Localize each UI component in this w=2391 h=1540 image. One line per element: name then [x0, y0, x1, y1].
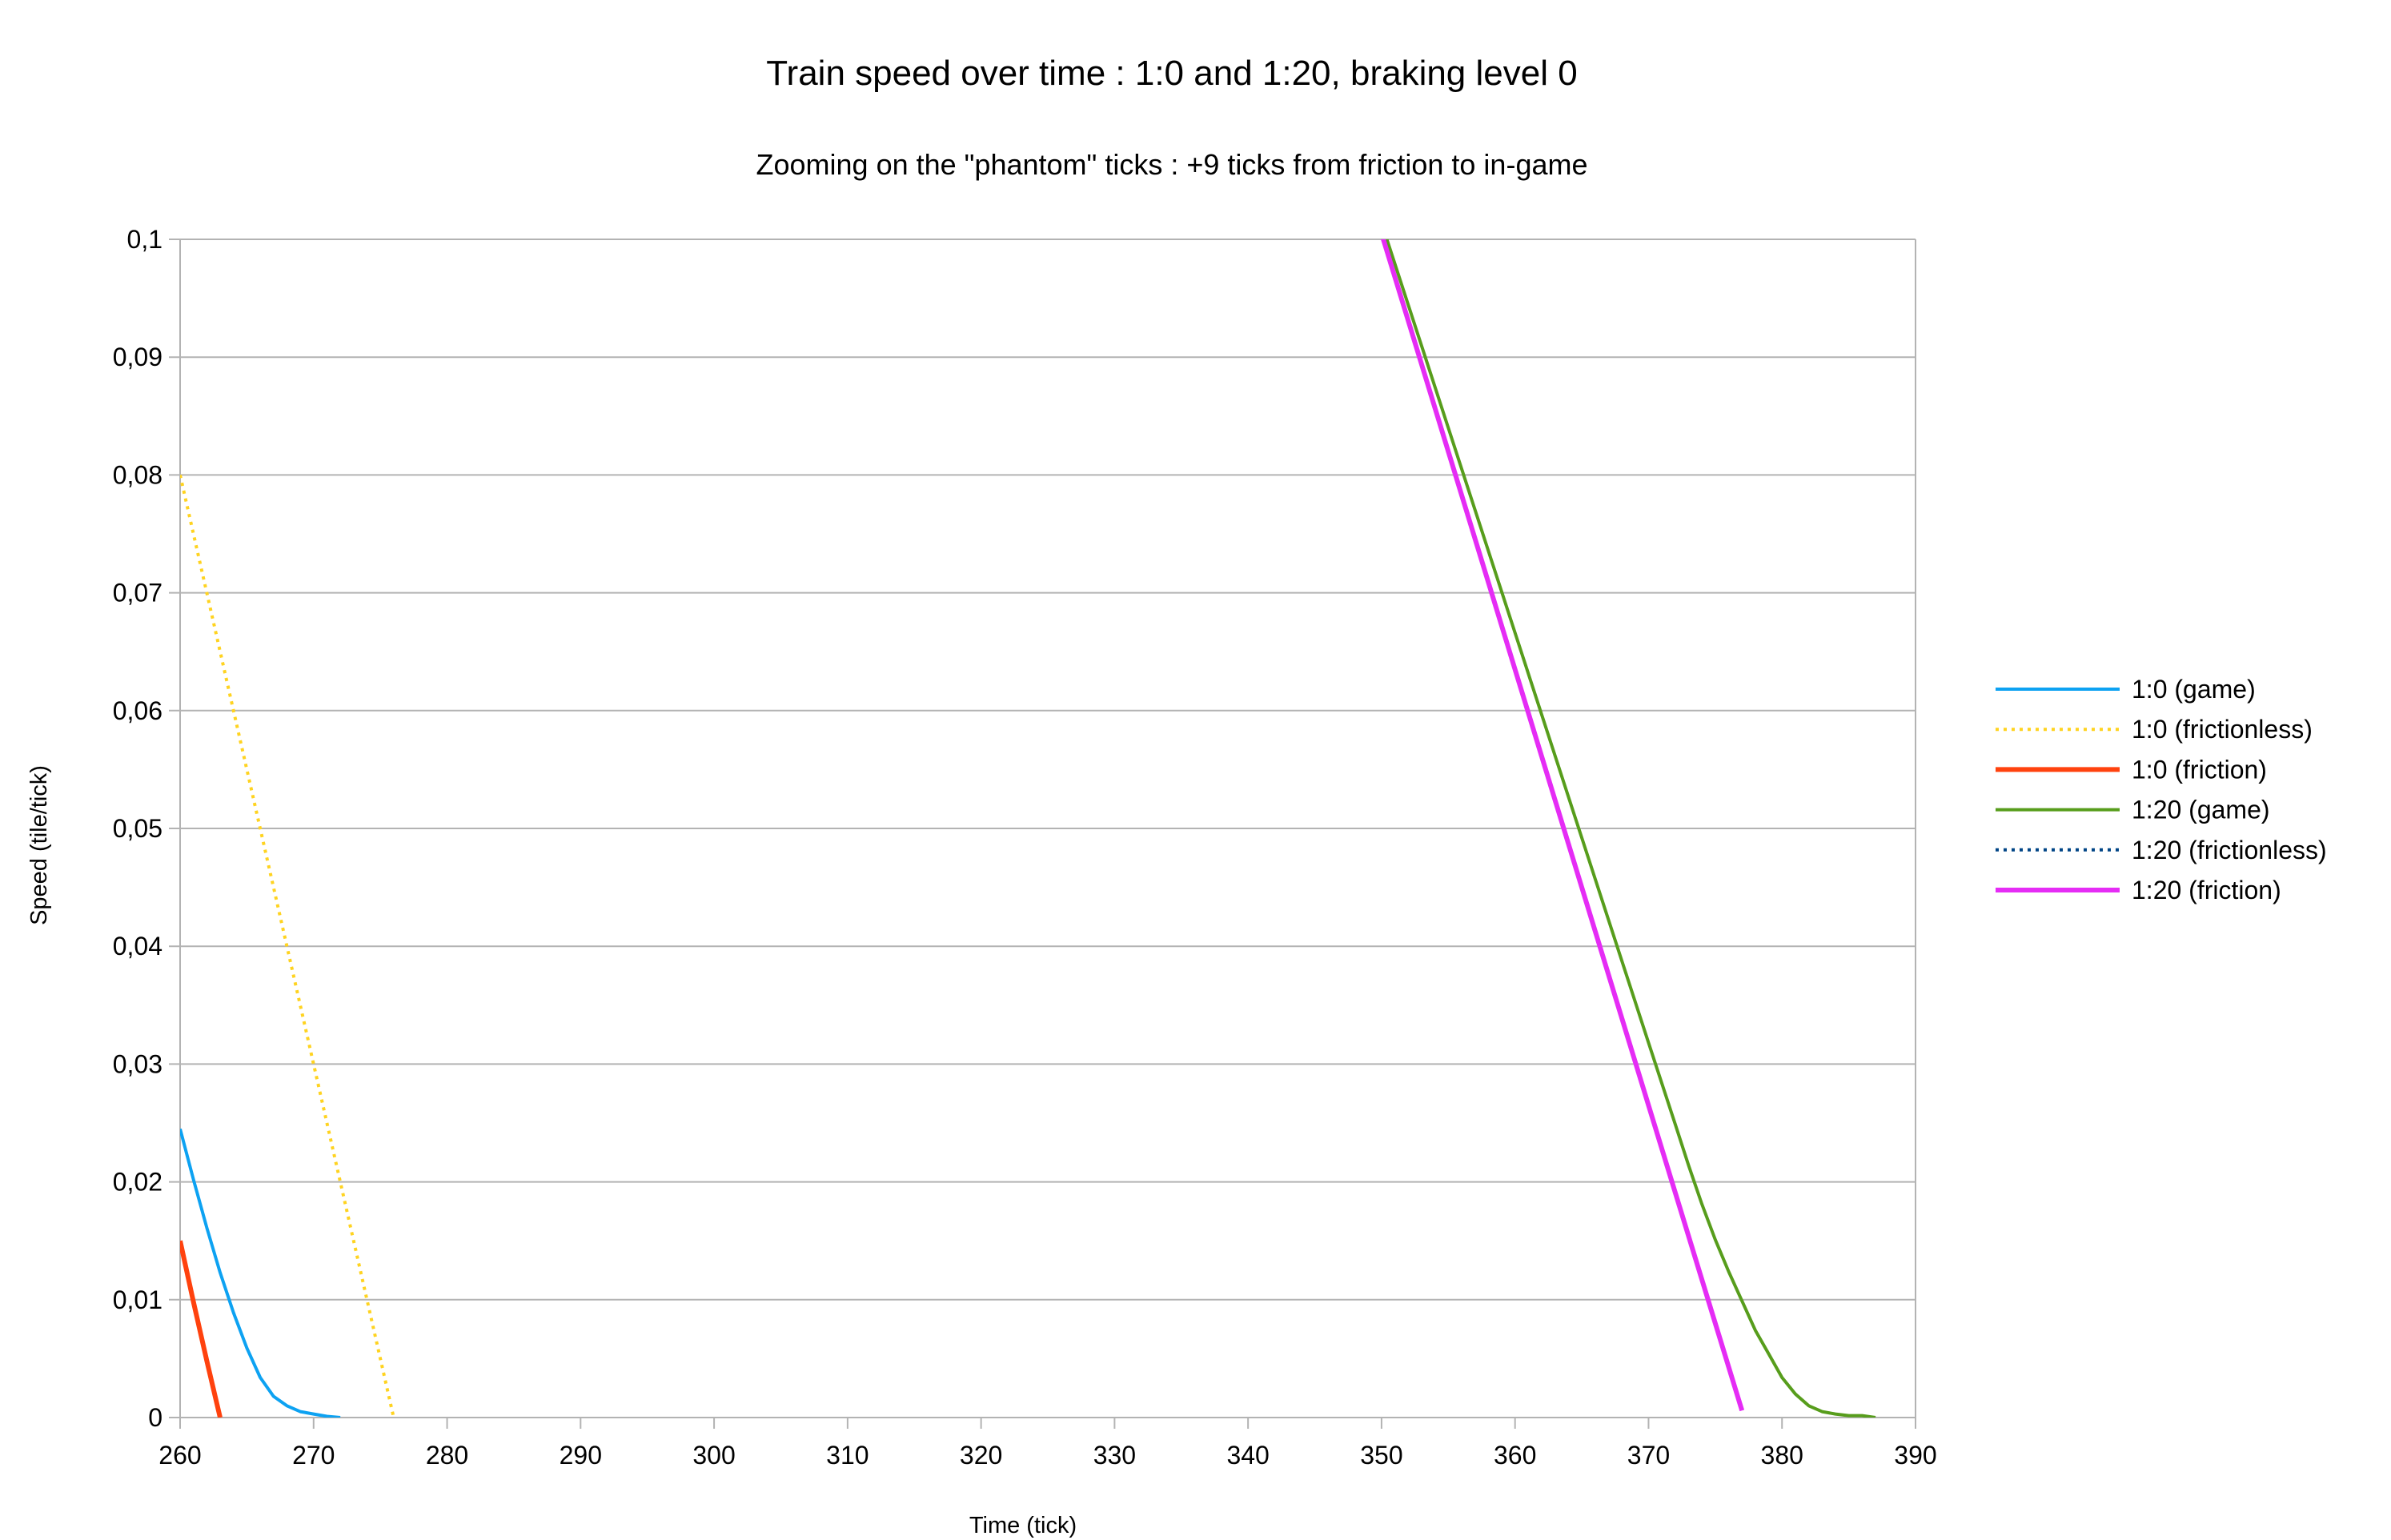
legend-label: 1:0 (game) — [2132, 675, 2256, 704]
y-tick-label: 0,1 — [127, 225, 162, 254]
series-line-5 — [1380, 239, 1745, 1412]
x-tick-label: 300 — [692, 1441, 735, 1470]
x-axis-label: Time (tick) — [969, 1513, 1077, 1538]
legend-label: 1:20 (frictionless) — [2132, 836, 2327, 864]
x-tick-label: 290 — [560, 1441, 602, 1470]
series-line-3 — [1385, 239, 1876, 1418]
x-axis-ticks: 260 270 280 290 300 310 320 330 340 350 360 370 380 3… — [158, 1441, 1936, 1470]
x-tick-label: 390 — [1894, 1441, 1936, 1470]
y-tick-label: 0,09 — [113, 343, 162, 371]
legend-label: 1:20 (friction) — [2132, 876, 2281, 904]
y-tick-label: 0,05 — [113, 814, 162, 843]
y-tick-label: 0,03 — [113, 1049, 162, 1078]
y-tick-label: 0,07 — [113, 579, 162, 608]
x-tick-label: 330 — [1093, 1441, 1136, 1470]
y-tick-label: 0,08 — [113, 460, 162, 489]
chart-title: Train speed over time : 1:0 and 1:20, br… — [766, 54, 1577, 93]
x-tick-label: 350 — [1360, 1441, 1402, 1470]
x-tick-label: 280 — [426, 1441, 468, 1470]
y-tick-label: 0,02 — [113, 1168, 162, 1197]
x-tick-label: 260 — [158, 1441, 201, 1470]
y-axis-label: Speed (tile/tick) — [26, 765, 52, 925]
series-line-0 — [180, 1128, 341, 1418]
series-lines — [180, 239, 1876, 1418]
series-line-2 — [180, 1240, 223, 1418]
legend-label: 1:0 (friction) — [2132, 755, 2267, 784]
y-tick-label: 0,04 — [113, 932, 162, 960]
x-tick-label: 380 — [1761, 1441, 1803, 1470]
legend: 1:0 (game) 1:0 (frictionless) 1:0 (frictio… — [1996, 675, 2327, 904]
y-axis-ticks: 0 0,01 0,02 0,03 0,04 0,05 0,06 0,07 0,08 0,09 0,1 — [113, 225, 162, 1432]
x-tick-label: 340 — [1226, 1441, 1269, 1470]
chart-subtitle: Zooming on the "phantom" ticks : +9 tick… — [756, 148, 1588, 181]
legend-label: 1:0 (frictionless) — [2132, 715, 2313, 744]
series-line-1 — [180, 474, 395, 1418]
x-tick-label: 320 — [960, 1441, 1002, 1470]
x-tick-label: 310 — [826, 1441, 869, 1470]
y-tick-label: 0,01 — [113, 1285, 162, 1314]
x-tick-label: 360 — [1494, 1441, 1536, 1470]
y-tick-label: 0,06 — [113, 696, 162, 725]
x-tick-label: 270 — [292, 1441, 335, 1470]
legend-label: 1:20 (game) — [2132, 796, 2270, 824]
gridlines — [169, 239, 1916, 1429]
x-tick-label: 370 — [1627, 1441, 1670, 1470]
y-tick-label: 0 — [148, 1403, 162, 1432]
